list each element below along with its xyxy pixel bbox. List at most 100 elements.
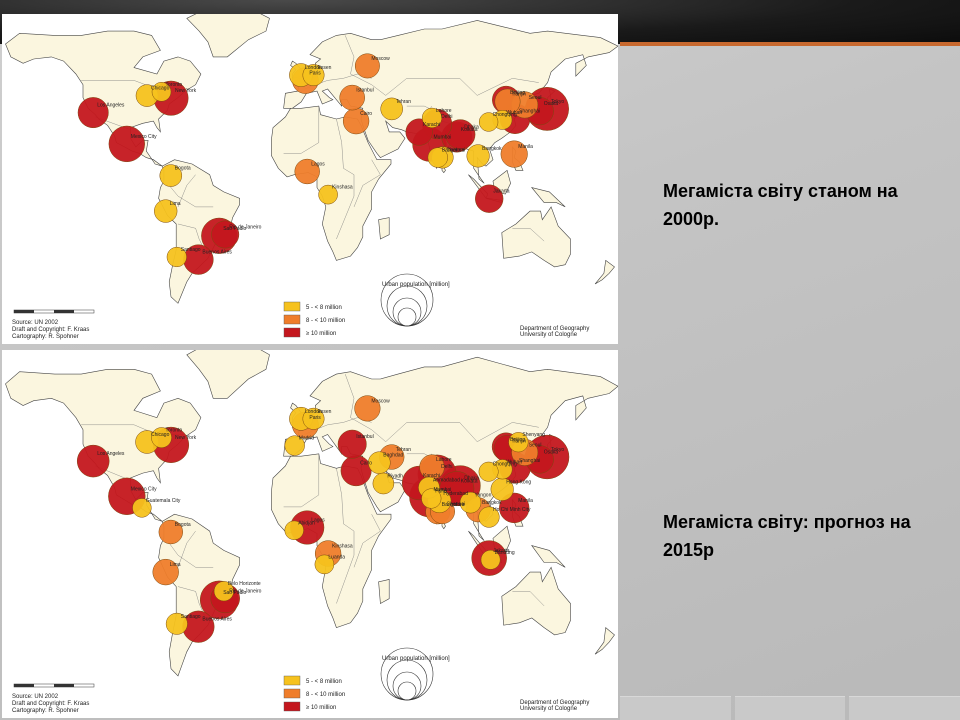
city-label: Sao Paulo bbox=[223, 590, 246, 596]
legend-swatch bbox=[283, 314, 301, 325]
city-label: Tianjin bbox=[512, 439, 527, 445]
legend: 5 - < 8 million 8 - < 10 million ≥ 10 mill… bbox=[283, 273, 450, 338]
city-label: Cairo bbox=[360, 111, 372, 117]
city-marker bbox=[152, 558, 179, 586]
city-label: Hong Kong bbox=[506, 479, 531, 485]
city-label: Ho Chi Minh City bbox=[493, 507, 531, 513]
city-label: Dhaka bbox=[464, 124, 479, 130]
legend-label: 8 - < 10 million bbox=[306, 318, 345, 324]
city-marker bbox=[380, 97, 403, 121]
legend-swatch bbox=[283, 701, 301, 712]
size-legend-circle bbox=[397, 307, 417, 327]
city-marker bbox=[480, 549, 501, 570]
landmass-new-guinea bbox=[530, 187, 566, 208]
city-label: Toronto bbox=[166, 428, 183, 434]
border-line bbox=[512, 228, 545, 242]
scale-bar-segment bbox=[14, 310, 34, 313]
city-label: Chicago bbox=[151, 86, 170, 92]
city-label: Ahmadabad bbox=[433, 478, 460, 484]
city-label: Bangkok bbox=[482, 500, 502, 506]
legend-swatch bbox=[283, 327, 301, 338]
city-label: Chennai bbox=[447, 502, 466, 508]
scale-bar-segment bbox=[54, 684, 74, 687]
city-marker bbox=[354, 395, 381, 422]
city-label: Dhaka bbox=[464, 476, 479, 482]
source-text: Source: UN 2002 bbox=[12, 320, 59, 326]
city-marker bbox=[284, 435, 305, 456]
city-label: Paris bbox=[309, 71, 321, 77]
accent-line bbox=[620, 42, 960, 46]
scale-bar-segment bbox=[14, 684, 34, 687]
landmass-new-guinea bbox=[531, 545, 566, 568]
border-line bbox=[345, 35, 539, 96]
city-label: Kolkata bbox=[461, 479, 478, 485]
city-label: Yangon bbox=[475, 493, 492, 499]
border-line bbox=[283, 106, 319, 154]
city-label: Santiago bbox=[181, 247, 201, 253]
city-label: Jakarta bbox=[493, 548, 510, 554]
city-label: Bangkok bbox=[482, 146, 502, 152]
city-label: Bogota bbox=[175, 522, 191, 528]
city-label: Bogota bbox=[175, 166, 191, 172]
city-marker bbox=[132, 498, 152, 518]
border-line bbox=[177, 586, 205, 616]
city-label: Shanghai bbox=[519, 109, 540, 115]
caption-2000: Мегаміста світу станом на 2000р. bbox=[663, 181, 898, 229]
city-label: Shanghai bbox=[519, 458, 540, 464]
city-label: Lagos bbox=[311, 162, 325, 168]
city-label: Kinshasa bbox=[332, 544, 353, 550]
border-line bbox=[169, 542, 214, 568]
size-legend-circle bbox=[397, 681, 417, 701]
city-marker bbox=[154, 199, 178, 223]
legend-label: ≥ 10 million bbox=[306, 705, 336, 711]
city-label: Chicago bbox=[151, 432, 170, 438]
city-label: Bangalore bbox=[442, 502, 465, 508]
city-marker bbox=[339, 84, 365, 111]
border-line bbox=[336, 118, 355, 240]
city-label: Santiago bbox=[181, 614, 201, 620]
city-label: Moscow bbox=[371, 398, 390, 404]
scale-bar-segment bbox=[54, 310, 74, 313]
city-marker bbox=[421, 488, 442, 509]
size-legend-title: Urban population [million] bbox=[382, 656, 450, 662]
border-line bbox=[353, 514, 381, 568]
landmass-greenland bbox=[186, 350, 270, 399]
cities-layer: Los Angeles Mexico City Chicago New YorkTor… bbox=[77, 53, 569, 275]
city-label: Seoul bbox=[529, 95, 542, 101]
city-label: Shenyang bbox=[522, 432, 545, 438]
city-label: Kinshasa bbox=[332, 185, 353, 191]
city-marker bbox=[166, 246, 187, 268]
city-label: Chongqing bbox=[493, 462, 517, 468]
legend-swatch bbox=[283, 688, 301, 699]
city-marker bbox=[284, 520, 304, 540]
city-label: Rio de Janeiro bbox=[229, 225, 261, 231]
city-label: Sao Paulo bbox=[223, 226, 246, 232]
city-label: Luanda bbox=[328, 554, 345, 560]
city-marker bbox=[478, 461, 499, 482]
city-marker bbox=[508, 432, 529, 453]
city-label: Istanbul bbox=[356, 434, 374, 440]
city-label: Karachi bbox=[423, 122, 440, 128]
legend-swatch bbox=[283, 301, 301, 312]
border-line bbox=[177, 530, 196, 568]
city-label: Tehran bbox=[396, 99, 412, 105]
city-marker bbox=[314, 554, 335, 575]
legend-swatch bbox=[283, 675, 301, 686]
size-legend-title: Urban population [million] bbox=[382, 282, 450, 288]
legend-label: 8 - < 10 million bbox=[306, 692, 345, 698]
legend: 5 - < 8 million 8 - < 10 million ≥ 10 mill… bbox=[283, 647, 450, 712]
city-label: Tianjin bbox=[512, 92, 527, 98]
border-line bbox=[336, 468, 355, 604]
city-label: Los Angeles bbox=[97, 451, 125, 457]
megacities-map-2000: Los Angeles Mexico City Chicago New York Tor… bbox=[2, 14, 618, 344]
city-label: Mexico City bbox=[131, 134, 157, 140]
city-marker bbox=[499, 492, 530, 524]
bottom-decorative-tabs bbox=[620, 696, 960, 720]
city-marker bbox=[372, 472, 395, 495]
city-marker bbox=[421, 107, 443, 128]
cities-layer: Los Angeles Mexico City Guatemala City Chic… bbox=[76, 395, 570, 643]
city-marker bbox=[459, 491, 482, 514]
city-label: Essen bbox=[318, 409, 332, 415]
city-marker bbox=[466, 144, 490, 168]
